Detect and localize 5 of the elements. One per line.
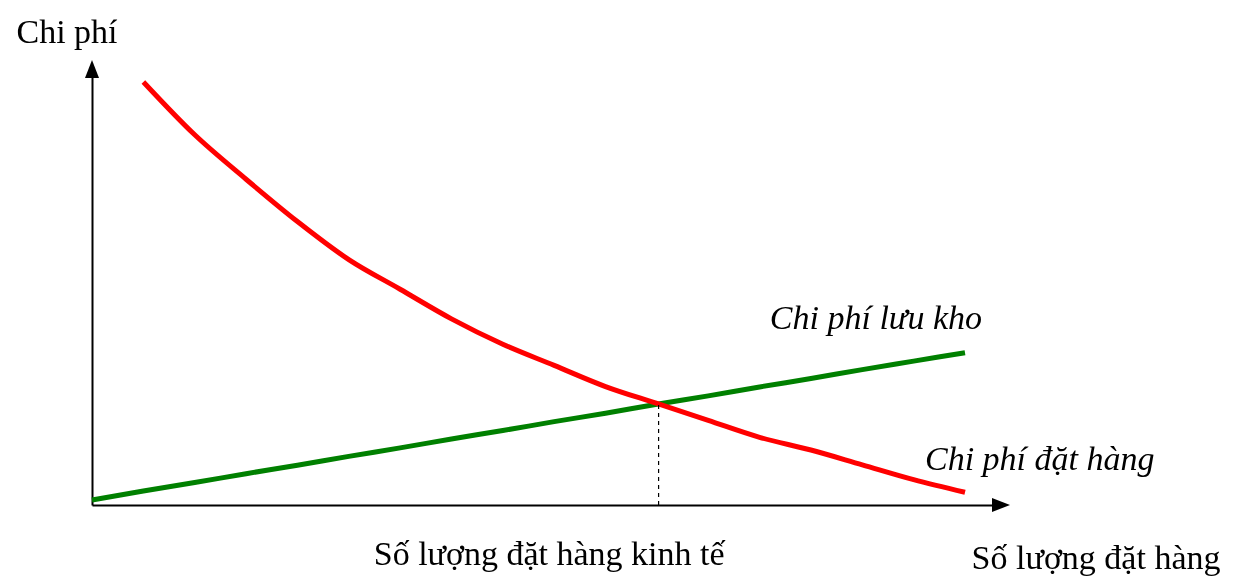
series-label: Chi phí đặt hàng bbox=[925, 440, 1155, 478]
series-label: Chi phí lưu kho bbox=[769, 298, 982, 336]
y-axis-title: Chi phí bbox=[16, 12, 119, 50]
x-axis-title: Số lượng đặt hàng bbox=[971, 538, 1221, 576]
text: Số lượng đặt hàng kinh tế bbox=[373, 535, 726, 572]
